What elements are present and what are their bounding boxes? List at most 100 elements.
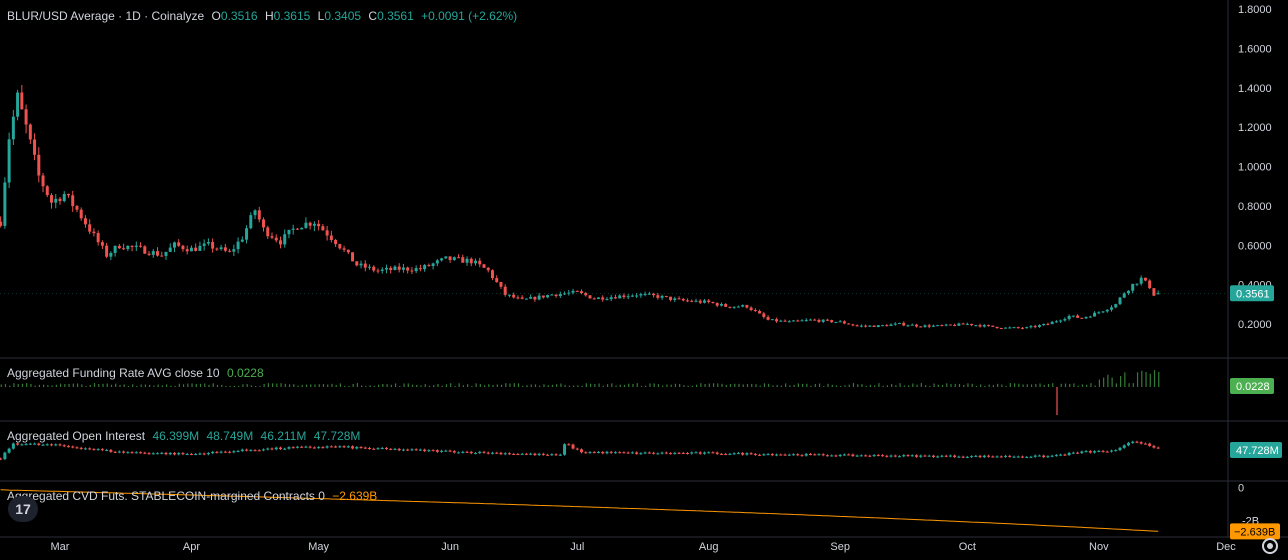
funding-bar	[411, 384, 414, 387]
oi-body	[914, 455, 918, 457]
funding-bar	[246, 383, 248, 387]
oi-body	[143, 452, 147, 454]
funding-bar	[543, 384, 545, 387]
candle-body	[397, 266, 401, 270]
funding-bar	[954, 383, 956, 387]
funding-bar	[280, 383, 282, 387]
candle-body	[232, 249, 236, 252]
candle-body	[1139, 277, 1143, 284]
candle-body	[656, 295, 660, 298]
funding-bar	[284, 383, 286, 387]
oi-body	[372, 448, 376, 450]
candle-body	[618, 295, 622, 299]
funding-bar	[941, 384, 944, 387]
oi-body	[948, 455, 952, 457]
candle-body	[355, 261, 359, 266]
funding-bar	[746, 384, 749, 387]
funding-bar	[1060, 383, 1062, 387]
oi-body	[1063, 454, 1067, 456]
funding-bar	[547, 385, 549, 387]
oi-body	[821, 454, 825, 456]
candle-body	[991, 325, 995, 327]
cvd-badge	[1230, 523, 1280, 540]
funding-bar	[1098, 379, 1100, 387]
oi-body	[982, 455, 986, 458]
oi-body	[575, 448, 579, 450]
oi-body	[694, 452, 698, 454]
oi-body	[490, 452, 494, 454]
funding-bar	[738, 383, 740, 387]
oi-body	[1152, 445, 1156, 448]
funding-bar	[272, 383, 274, 387]
candle-body	[825, 319, 829, 321]
candle-body	[274, 237, 278, 241]
candle-body	[1080, 317, 1084, 319]
oi-body	[71, 446, 75, 448]
oi-body	[775, 454, 779, 456]
funding-bar	[645, 385, 647, 387]
oi-body	[266, 448, 270, 450]
candle-body	[707, 300, 711, 302]
oi-body	[185, 453, 189, 455]
candle-body	[851, 324, 855, 326]
funding-bar	[34, 385, 36, 387]
candle-body	[758, 311, 762, 314]
tradingview-logo-icon[interactable]: 17	[8, 496, 38, 522]
oi-body	[156, 453, 160, 455]
candle-body	[1016, 327, 1020, 329]
oi-body	[978, 455, 982, 458]
funding-bar	[348, 385, 350, 387]
candle-body	[304, 222, 308, 228]
candle-body	[1029, 326, 1033, 328]
oi-body	[563, 444, 567, 455]
candle-body	[736, 306, 740, 308]
oi-body	[1033, 455, 1037, 457]
oi-body	[902, 455, 906, 457]
cvd-tick-zero: 0	[1238, 482, 1244, 494]
candle-body	[79, 209, 83, 219]
oi-body	[7, 448, 11, 453]
funding-bar	[1136, 372, 1139, 387]
funding-bar	[297, 385, 299, 387]
funding-bar	[526, 385, 528, 387]
funding-bar	[378, 384, 380, 387]
candle-body	[130, 245, 134, 247]
candle-body	[1143, 277, 1147, 281]
candle-body	[626, 296, 630, 298]
oi-body	[1020, 456, 1024, 458]
oi-body	[842, 454, 846, 456]
gear-icon[interactable]	[1262, 538, 1278, 554]
oi-body	[1071, 452, 1075, 454]
oi-body	[893, 455, 897, 457]
oi-body	[431, 450, 435, 452]
oi-body	[830, 455, 834, 457]
funding-bar	[458, 383, 460, 387]
oi-body	[1131, 441, 1135, 443]
funding-bar	[420, 385, 422, 387]
funding-bar	[1145, 372, 1147, 387]
price-tick-label: 1.0000	[1238, 162, 1272, 174]
oi-low: 46.211M	[260, 429, 307, 443]
oi-body	[66, 446, 70, 448]
candle-body	[45, 186, 49, 196]
funding-bar	[488, 384, 490, 387]
candle-body	[83, 218, 87, 225]
price-tick-label: 0.2000	[1238, 319, 1272, 331]
oi-body	[1004, 455, 1008, 457]
funding-bar	[407, 383, 409, 387]
price-tick-label: 1.4000	[1238, 83, 1272, 95]
candle-body	[1131, 283, 1135, 291]
funding-bar	[394, 383, 397, 387]
candle-body	[54, 198, 58, 203]
funding-bar	[903, 385, 905, 387]
oi-body	[96, 449, 100, 451]
oi-body	[919, 455, 923, 457]
funding-bar	[721, 383, 723, 387]
oi-body	[753, 453, 757, 455]
funding-bar	[573, 385, 575, 387]
oi-body	[45, 444, 49, 446]
candle-body	[592, 298, 596, 300]
candle-body	[732, 306, 736, 308]
oi-body	[384, 448, 388, 450]
